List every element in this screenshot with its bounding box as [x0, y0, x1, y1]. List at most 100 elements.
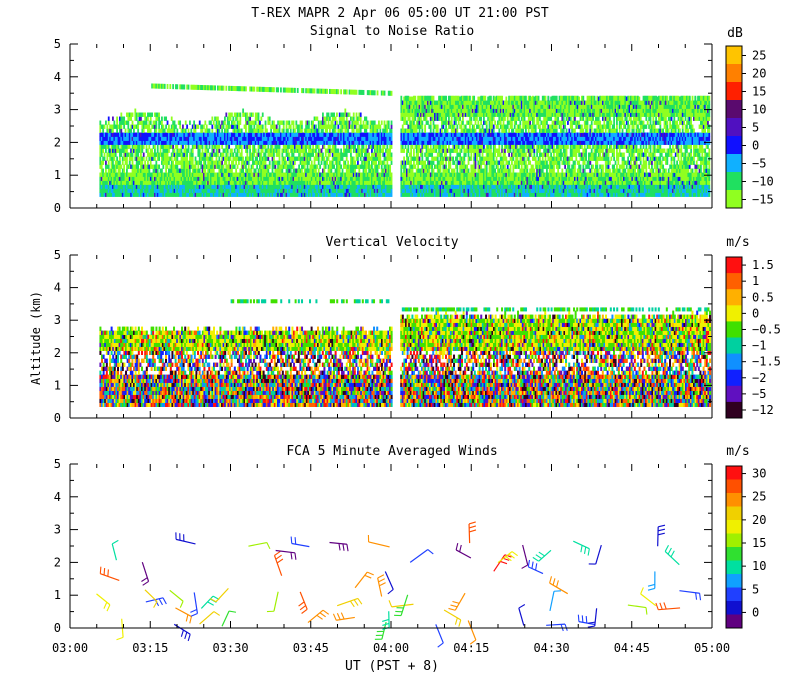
- snr-cell: [300, 153, 302, 157]
- snr-cell: [294, 88, 296, 93]
- snr-cell: [455, 121, 457, 125]
- snr-cell: [354, 169, 356, 173]
- snr-cell: [265, 121, 267, 125]
- snr-cell: [340, 165, 342, 169]
- snr-cell: [283, 121, 285, 125]
- snr-cell: [249, 117, 251, 121]
- snr-cell: [283, 129, 285, 133]
- snr-cell: [146, 157, 148, 161]
- snr-cell: [150, 121, 152, 125]
- snr-cell: [307, 165, 309, 169]
- snr-cell: [137, 125, 139, 129]
- snr-cell: [462, 121, 464, 125]
- snr-cell: [431, 153, 433, 157]
- snr-cell: [228, 145, 230, 149]
- snr-cell: [161, 121, 163, 125]
- snr-cell: [421, 129, 423, 133]
- snr-cell: [410, 153, 412, 157]
- snr-cell: [155, 129, 157, 133]
- snr-cell: [384, 145, 386, 149]
- snr-cell: [116, 129, 118, 133]
- snr-cell: [449, 161, 451, 165]
- snr-cell: [388, 121, 390, 125]
- snr-cell: [339, 161, 341, 165]
- snr-cell: [223, 153, 225, 157]
- snr-cell: [108, 121, 110, 125]
- snr-cell: [433, 96, 435, 101]
- snr-cell: [262, 129, 264, 133]
- snr-cell: [371, 165, 373, 169]
- snr-cell: [218, 145, 220, 149]
- snr-cell: [237, 153, 239, 157]
- snr-cell: [384, 153, 386, 157]
- snr-cell: [473, 125, 475, 129]
- snr-cell: [267, 157, 269, 161]
- snr-cell: [447, 129, 449, 133]
- snr-cell: [206, 153, 208, 157]
- snr-cell: [225, 113, 227, 117]
- snr-cell: [308, 121, 310, 125]
- snr-cell: [213, 149, 215, 153]
- snr-cell: [333, 165, 335, 169]
- snr-cell: [185, 145, 187, 149]
- snr-cell: [305, 149, 307, 153]
- snr-cell: [230, 117, 232, 121]
- snr-cell: [329, 145, 331, 149]
- snr-cell: [137, 165, 139, 169]
- snr-cell: [248, 161, 250, 165]
- snr-cell: [158, 165, 160, 169]
- snr-cell: [475, 165, 477, 169]
- snr-cell: [269, 121, 271, 125]
- snr-cell: [195, 165, 197, 169]
- snr-cell: [353, 113, 355, 117]
- snr-cell: [165, 125, 167, 129]
- snr-cell: [168, 149, 170, 153]
- snr-cell: [126, 157, 128, 161]
- snr-cell: [199, 149, 201, 153]
- snr-cell: [148, 145, 150, 149]
- snr-cell: [186, 157, 188, 161]
- snr-cell: [463, 157, 465, 161]
- snr-cell: [301, 129, 303, 133]
- snr-cell: [132, 113, 134, 117]
- snr-cell: [253, 145, 255, 149]
- snr-cell: [356, 90, 358, 95]
- snr-cell: [112, 129, 114, 133]
- snr-cell: [255, 169, 257, 173]
- snr-cell: [465, 125, 467, 129]
- snr-panel-title: Signal to Noise Ratio: [310, 24, 474, 39]
- snr-cell: [391, 141, 393, 145]
- snr-cell: [400, 96, 402, 101]
- snr-cell: [195, 157, 197, 161]
- snr-cell: [214, 85, 216, 90]
- snr-cell: [273, 157, 275, 161]
- snr-cell: [470, 121, 472, 125]
- snr-cell: [176, 165, 178, 169]
- snr-cell: [328, 157, 330, 161]
- snr-cell: [377, 169, 379, 173]
- snr-cell: [165, 117, 167, 121]
- snr-cell: [155, 121, 157, 125]
- snr-cell: [421, 125, 423, 129]
- snr-cell: [440, 165, 442, 169]
- snr-cell: [294, 129, 296, 133]
- snr-cell: [150, 161, 152, 165]
- snr-cell: [360, 129, 362, 133]
- snr-cell: [342, 129, 344, 133]
- snr-cell: [466, 165, 468, 169]
- snr-cell: [400, 169, 402, 173]
- snr-cell: [424, 125, 426, 129]
- snr-cell: [140, 117, 142, 121]
- snr-cell: [414, 165, 416, 169]
- snr-cell: [211, 117, 213, 121]
- snr-cell: [273, 87, 275, 92]
- snr-cell: [172, 161, 174, 165]
- snr-cell: [141, 161, 143, 165]
- snr-cell: [377, 129, 379, 133]
- snr-cell: [365, 129, 367, 133]
- snr-cell: [125, 129, 127, 133]
- snr-cell: [227, 149, 229, 153]
- snr-cell: [412, 145, 414, 149]
- snr-cell: [279, 161, 281, 165]
- snr-cell: [213, 121, 215, 125]
